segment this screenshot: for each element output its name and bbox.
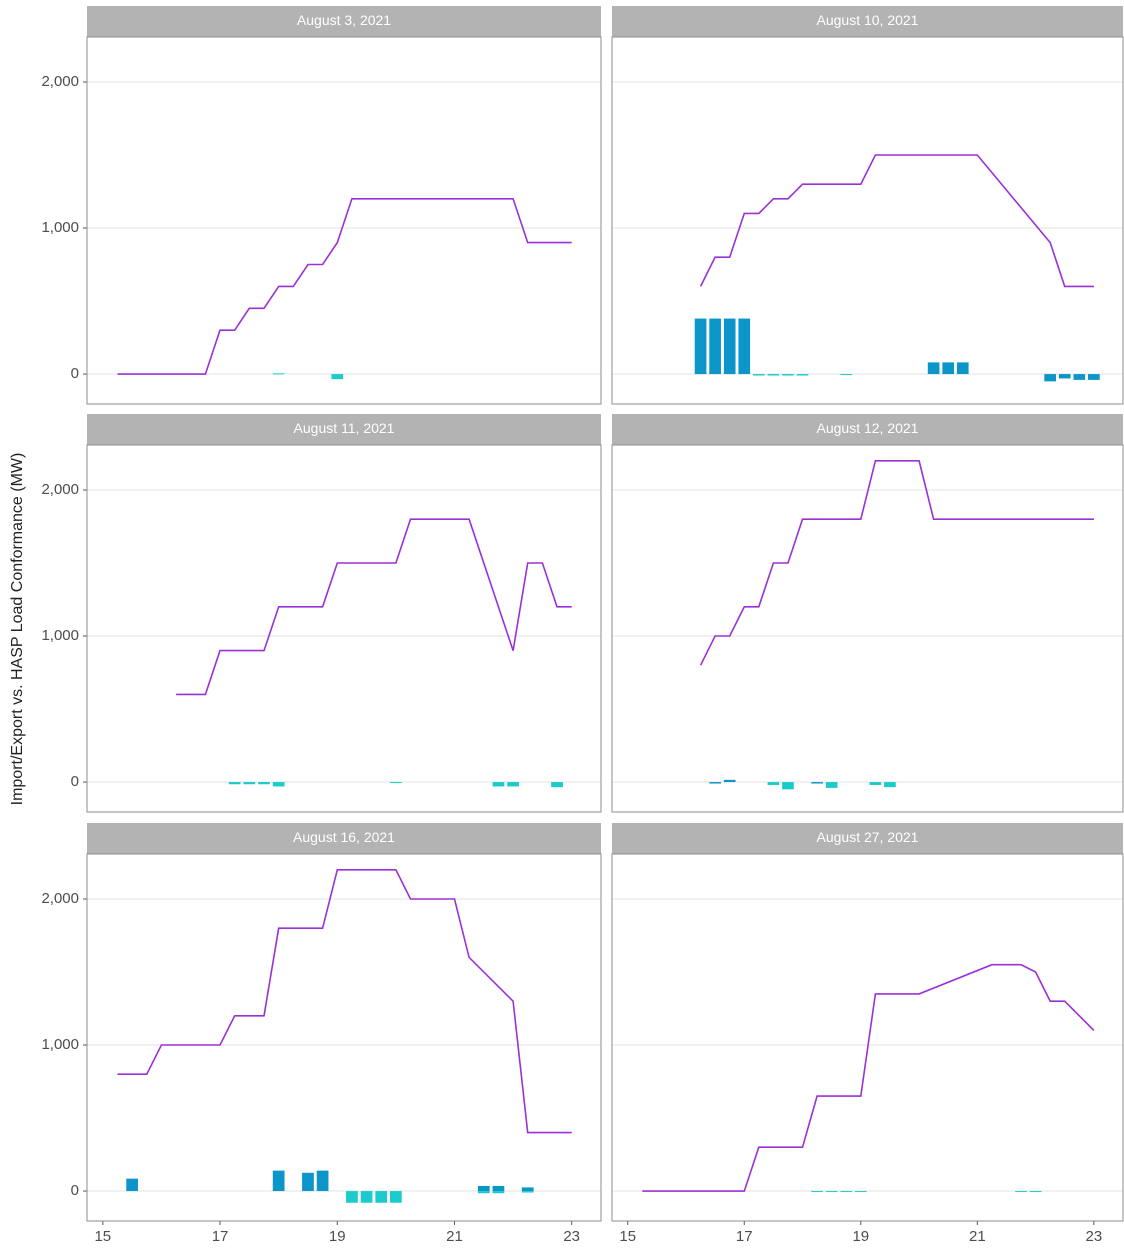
panel-border — [611, 444, 1124, 813]
x-tick-label: 15 — [619, 1228, 636, 1245]
panel-title: August 27, 2021 — [817, 829, 919, 845]
bar — [884, 782, 896, 788]
bar — [228, 782, 241, 785]
x-tick-label: 17 — [212, 1228, 229, 1245]
bar — [331, 374, 344, 380]
bar — [767, 374, 780, 376]
y-tick-label: 1,000 — [41, 627, 79, 644]
x-tick-label: 19 — [329, 1228, 346, 1245]
bar — [360, 1191, 373, 1203]
bar — [346, 1191, 358, 1203]
bar — [507, 782, 519, 787]
bar — [694, 318, 707, 375]
bar — [390, 782, 402, 784]
bar — [1088, 374, 1100, 380]
bar — [521, 1187, 534, 1192]
bar — [709, 782, 721, 784]
x-tick-label: 19 — [852, 1228, 869, 1245]
bar — [738, 318, 751, 375]
bar — [272, 782, 285, 787]
line — [642, 963, 1095, 1192]
bar — [492, 1191, 505, 1194]
panel-border — [86, 36, 602, 405]
bar — [302, 1172, 314, 1192]
bar — [492, 1185, 505, 1192]
bar — [243, 782, 256, 785]
panel-title: August 12, 2021 — [817, 420, 919, 436]
bar — [272, 373, 285, 375]
strip — [612, 6, 1123, 37]
bar — [796, 374, 809, 376]
panel-border — [86, 853, 602, 1222]
y-tick-label: 0 — [71, 365, 79, 382]
bar — [492, 782, 505, 787]
x-tick-label: 17 — [736, 1228, 753, 1245]
bar — [1058, 374, 1071, 379]
bar — [272, 1170, 285, 1192]
bar — [782, 782, 794, 790]
panel-border — [86, 444, 602, 813]
bar — [811, 782, 823, 784]
y-tick-label: 0 — [71, 1182, 79, 1199]
line — [117, 198, 572, 375]
panel-title: August 11, 2021 — [294, 420, 395, 436]
bar — [316, 1170, 329, 1192]
y-axis-label: Import/Export vs. HASP Load Conformance … — [9, 453, 26, 806]
line — [117, 869, 572, 1134]
bar — [782, 374, 794, 376]
bar — [753, 374, 765, 376]
bar — [869, 782, 882, 785]
bar — [811, 1191, 823, 1193]
panel-border — [611, 36, 1124, 405]
bar — [956, 362, 969, 375]
strip — [87, 823, 601, 854]
bar — [942, 362, 955, 375]
line — [699, 154, 1094, 288]
strip — [612, 414, 1123, 445]
bar — [375, 1191, 388, 1203]
bar — [723, 318, 736, 375]
x-tick-label: 21 — [446, 1228, 463, 1245]
bar — [390, 1191, 402, 1203]
x-tick-label: 23 — [563, 1228, 580, 1245]
bar — [477, 1185, 490, 1192]
y-tick-label: 2,000 — [41, 890, 79, 907]
bar — [825, 782, 838, 788]
bar — [723, 779, 736, 783]
line — [176, 518, 572, 696]
bar — [477, 1191, 490, 1194]
y-tick-label: 1,000 — [41, 1036, 79, 1053]
panel-title: August 10, 2021 — [817, 12, 919, 28]
strip — [612, 823, 1123, 854]
bar — [521, 1191, 534, 1193]
bar — [840, 374, 853, 376]
bar — [709, 318, 721, 375]
bar — [1073, 374, 1086, 380]
y-tick-label: 1,000 — [41, 219, 79, 236]
bar — [927, 362, 940, 375]
panel-title: August 3, 2021 — [297, 12, 391, 28]
x-tick-label: 15 — [94, 1228, 111, 1245]
panel-border — [611, 853, 1124, 1222]
bar — [854, 1191, 867, 1193]
y-tick-label: 2,000 — [41, 73, 79, 90]
bar — [551, 782, 563, 788]
bar — [767, 782, 780, 785]
bar — [1029, 1191, 1042, 1193]
bar — [1015, 1191, 1027, 1193]
x-tick-label: 21 — [969, 1228, 986, 1245]
bar — [1044, 374, 1056, 382]
y-tick-label: 2,000 — [41, 481, 79, 498]
strip — [87, 6, 601, 37]
line — [699, 460, 1094, 666]
strip — [87, 414, 601, 445]
bar — [126, 1178, 138, 1192]
bar — [840, 1191, 853, 1193]
bar — [258, 782, 270, 785]
bar — [825, 1191, 838, 1193]
y-tick-label: 0 — [71, 773, 79, 790]
x-tick-label: 23 — [1086, 1228, 1103, 1245]
panel-title: August 16, 2021 — [293, 829, 395, 845]
